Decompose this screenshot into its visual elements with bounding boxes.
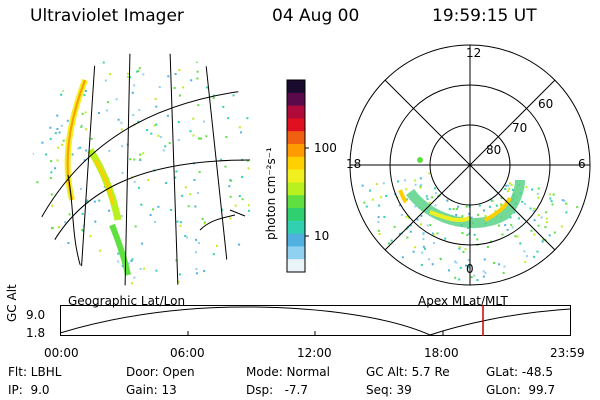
geographic-image (32, 52, 260, 288)
strip-x-tick-0: 00:00 (44, 346, 79, 360)
colorbar-band (287, 92, 305, 107)
strip-caption-apex: Apex MLat/MLT (418, 294, 508, 308)
colorbar-unit-label: photon cm⁻²s⁻¹ (264, 147, 278, 240)
info-glon: GLon: 99.7 (486, 383, 556, 397)
strip-x-tick-3: 18:00 (424, 346, 459, 360)
colorbar-band (287, 259, 305, 273)
colorbar-band (287, 233, 305, 247)
info-mode: Mode: Normal (246, 365, 330, 379)
colorbar-band (287, 195, 305, 209)
colorbar-band (287, 208, 305, 222)
altitude-strip-chart (60, 305, 571, 336)
strip-y-tick-bottom: 1.8 (26, 326, 46, 340)
colorbar-band (287, 80, 305, 94)
info-glat: GLat: -48.5 (486, 365, 553, 379)
colorbar-band (287, 169, 305, 183)
colorbar (286, 79, 309, 273)
colorbar-band (287, 131, 305, 145)
lat-label-80: 80 (486, 143, 502, 157)
colorbar-band (287, 144, 305, 158)
polar-plot (349, 44, 591, 286)
colorbar-band (287, 246, 305, 260)
strip-x-tick-1: 06:00 (170, 346, 205, 360)
strip-x-tick-2: 12:00 (297, 346, 332, 360)
info-gain: Gain: 13 (126, 383, 177, 397)
date-label: 04 Aug 00 (272, 6, 360, 26)
colorbar-band (287, 105, 305, 119)
mlt-label-12: 12 (466, 46, 482, 60)
strip-y-axis-label: GC Alt (5, 284, 19, 322)
info-filter: Flt: LBHL (8, 365, 62, 379)
strip-y-tick-top: 9.0 (26, 308, 46, 322)
lat-label-70: 70 (512, 121, 528, 135)
mlt-label-18: 18 (346, 157, 362, 171)
colorbar-band (287, 220, 305, 235)
info-seq: Seq: 39 (366, 383, 412, 397)
mlt-label-6: 6 (578, 157, 586, 171)
lat-label-60: 60 (538, 97, 554, 111)
info-ip: IP: 9.0 (8, 383, 50, 397)
colorbar-tick-100: 100 (314, 141, 337, 155)
info-dsp: Dsp: -7.7 (246, 383, 309, 397)
info-door: Door: Open (126, 365, 195, 379)
info-gc-alt: GC Alt: 5.7 Re (366, 365, 450, 379)
colorbar-band (287, 182, 305, 196)
altitude-curve (60, 306, 571, 336)
instrument-title: Ultraviolet Imager (30, 6, 184, 26)
strip-caption-geographic: Geographic Lat/Lon (68, 294, 186, 308)
colorbar-band (287, 118, 305, 132)
strip-x-tick-4: 23:59 (550, 346, 585, 360)
colorbar-tick-10: 10 (314, 229, 330, 243)
colorbar-band (287, 156, 305, 171)
time-label: 19:59:15 UT (432, 6, 537, 26)
mlt-label-0: 0 (466, 262, 474, 276)
